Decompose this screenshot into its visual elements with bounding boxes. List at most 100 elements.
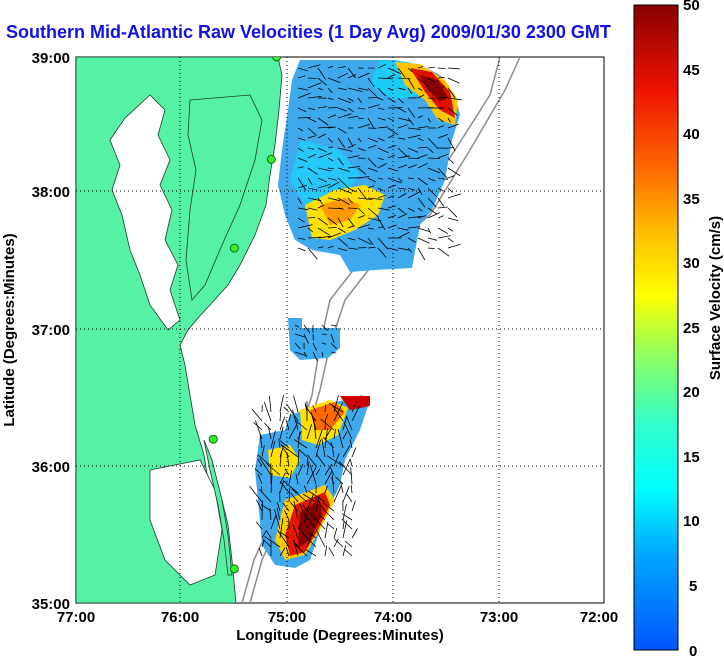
velocity-vector bbox=[297, 147, 304, 152]
velocity-vector bbox=[367, 145, 377, 149]
velocity-vector bbox=[387, 127, 399, 136]
velocity-vector bbox=[307, 135, 316, 139]
velocity-vector bbox=[397, 147, 407, 157]
velocity-vector bbox=[387, 184, 397, 189]
velocity-vector bbox=[417, 187, 423, 196]
velocity-vector bbox=[347, 207, 358, 209]
y-tick-label: 39:00 bbox=[32, 50, 70, 67]
x-tick-label: 77:00 bbox=[57, 609, 95, 626]
velocity-vector bbox=[407, 157, 420, 159]
velocity-vector bbox=[387, 224, 397, 229]
velocity-vector bbox=[397, 87, 406, 91]
velocity-vector bbox=[337, 207, 344, 210]
velocity-vector bbox=[322, 508, 335, 521]
velocity-vector bbox=[305, 536, 317, 548]
velocity-vector bbox=[279, 416, 286, 431]
velocity-vector bbox=[351, 447, 357, 458]
velocity-vector bbox=[337, 227, 346, 233]
velocity-vector bbox=[427, 247, 435, 250]
velocity-vector bbox=[427, 147, 434, 153]
velocity-vector bbox=[327, 77, 341, 84]
velocity-vector bbox=[427, 66, 435, 69]
velocity-vector bbox=[280, 532, 290, 539]
x-tick-label: 75:00 bbox=[268, 609, 306, 626]
velocity-vector bbox=[343, 422, 353, 440]
velocity-vector bbox=[307, 77, 317, 79]
colorbar bbox=[633, 4, 679, 651]
velocity-vector bbox=[279, 480, 285, 494]
velocity-vector bbox=[258, 488, 272, 503]
velocity-vector bbox=[261, 530, 267, 539]
velocity-vector bbox=[350, 467, 353, 485]
velocity-vector bbox=[279, 547, 286, 557]
velocity-vector bbox=[347, 137, 354, 147]
velocity-vector bbox=[377, 137, 385, 142]
velocity-vector bbox=[288, 470, 293, 485]
velocity-vector bbox=[306, 466, 317, 485]
velocity-vector bbox=[357, 124, 370, 129]
velocity-vector bbox=[327, 87, 333, 94]
velocity-vector bbox=[317, 217, 328, 226]
velocity-vector bbox=[306, 461, 310, 476]
velocity-vector bbox=[342, 545, 346, 557]
velocity-vector bbox=[279, 412, 282, 422]
velocity-vector bbox=[295, 474, 299, 485]
velocity-vector bbox=[347, 67, 356, 78]
velocity-vector bbox=[262, 539, 272, 548]
velocity-vector bbox=[317, 126, 333, 129]
velocity-vector bbox=[351, 528, 358, 539]
velocity-vector bbox=[337, 87, 347, 91]
velocity-vector bbox=[315, 468, 321, 476]
velocity-vector bbox=[327, 181, 340, 189]
velocity-vector bbox=[346, 493, 353, 503]
velocity-vector bbox=[279, 451, 282, 467]
colorbar-tick-label: 5 bbox=[689, 578, 697, 595]
velocity-vector bbox=[291, 488, 308, 503]
velocity-vector bbox=[254, 468, 263, 476]
velocity-vector bbox=[437, 197, 445, 207]
velocity-vector bbox=[342, 504, 347, 521]
velocity-vector bbox=[333, 429, 336, 440]
velocity-vector bbox=[417, 154, 428, 159]
velocity-vector bbox=[263, 402, 272, 422]
velocity-vector bbox=[347, 225, 355, 229]
velocity-vector bbox=[447, 167, 461, 176]
velocity-vector bbox=[306, 454, 317, 467]
velocity-vector bbox=[417, 94, 425, 99]
velocity-vector bbox=[437, 153, 449, 159]
velocity-vector bbox=[387, 177, 402, 184]
velocity-vector bbox=[297, 127, 304, 132]
velocity-vector bbox=[324, 404, 326, 413]
x-axis-ticks: 77:00 76:00 75:00 74:00 73:00 72:00 bbox=[57, 609, 618, 626]
velocity-vector bbox=[259, 433, 263, 449]
velocity-vector bbox=[312, 342, 318, 351]
velocity-vector bbox=[447, 67, 460, 70]
velocity-vector bbox=[327, 107, 338, 109]
velocity-vector bbox=[357, 137, 362, 143]
velocity-vector bbox=[327, 137, 333, 143]
velocity-vector bbox=[417, 197, 426, 208]
velocity-vector bbox=[313, 418, 317, 440]
velocity-vector bbox=[307, 177, 313, 186]
velocity-vector bbox=[307, 167, 318, 175]
velocity-vector bbox=[377, 237, 389, 250]
velocity-vector bbox=[377, 187, 384, 192]
velocity-vector bbox=[347, 107, 354, 113]
colorbar-tick-label: 35 bbox=[683, 191, 700, 208]
velocity-vector bbox=[293, 395, 299, 413]
velocity-vector bbox=[367, 197, 383, 200]
velocity-vector bbox=[337, 197, 350, 205]
velocity-vector bbox=[417, 137, 424, 142]
velocity-vector bbox=[335, 476, 344, 485]
velocity-vector bbox=[437, 206, 448, 209]
velocity-vector bbox=[387, 167, 399, 172]
velocity-patch-high bbox=[320, 198, 360, 225]
velocity-vector bbox=[274, 509, 281, 530]
velocity-vector bbox=[377, 226, 383, 229]
velocity-vector bbox=[407, 117, 415, 126]
velocity-vector bbox=[307, 82, 322, 89]
velocity-vector bbox=[347, 87, 363, 92]
velocity-vector bbox=[407, 164, 418, 169]
velocity-vector bbox=[427, 157, 441, 159]
